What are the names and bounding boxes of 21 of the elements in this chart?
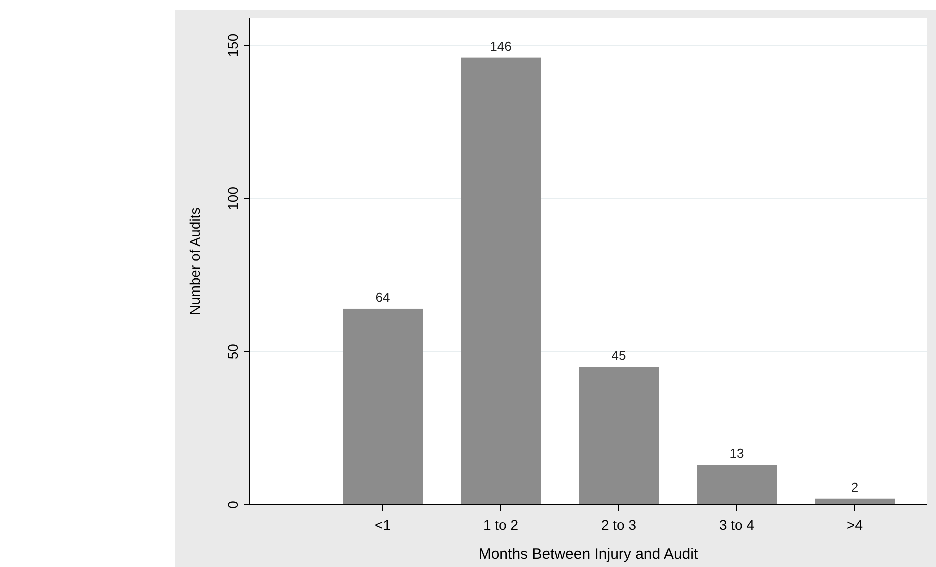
y-tick-label: 150 bbox=[225, 34, 241, 58]
bar bbox=[343, 308, 423, 505]
x-axis-title: Months Between Injury and Audit bbox=[478, 546, 699, 563]
y-axis-title: Number of Audits bbox=[187, 208, 203, 316]
x-tick-label: 1 to 2 bbox=[483, 517, 519, 533]
x-tick-label: 3 to 4 bbox=[719, 517, 755, 533]
data-label: 146 bbox=[490, 38, 512, 54]
bar bbox=[461, 58, 541, 505]
bar bbox=[815, 498, 895, 505]
y-tick-label: 100 bbox=[225, 186, 241, 210]
data-label: 13 bbox=[730, 446, 744, 462]
x-tick-label: >4 bbox=[847, 517, 864, 533]
data-label: 2 bbox=[851, 480, 859, 495]
data-label: 45 bbox=[612, 348, 626, 364]
x-tick-label: 2 to 3 bbox=[601, 517, 637, 533]
bar bbox=[697, 465, 777, 505]
y-tick-label: 0 bbox=[225, 500, 241, 509]
data-label: 64 bbox=[376, 290, 390, 305]
x-tick-label: <1 bbox=[375, 517, 392, 533]
bar bbox=[579, 367, 659, 505]
y-tick-label: 50 bbox=[225, 344, 241, 360]
